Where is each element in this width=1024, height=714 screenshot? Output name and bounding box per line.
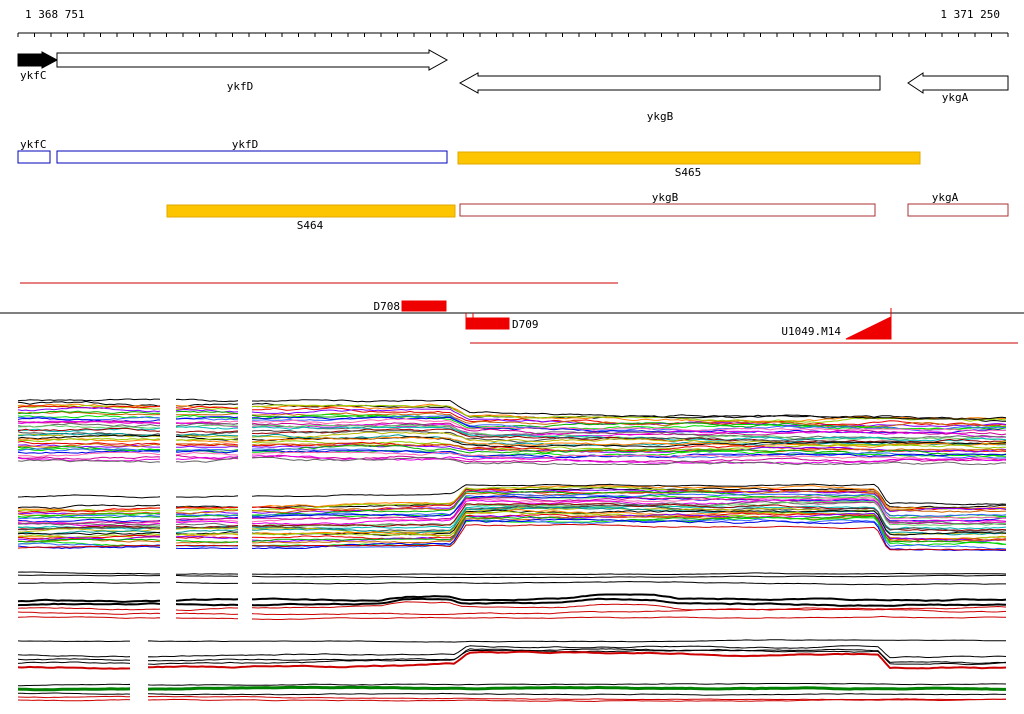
trace-line bbox=[17, 519, 1007, 551]
S465-bar bbox=[457, 151, 921, 165]
trace-line bbox=[17, 615, 1006, 620]
data-gap bbox=[160, 478, 176, 553]
trace-line bbox=[17, 571, 1007, 575]
trace-line bbox=[17, 420, 1006, 438]
ykgB-box bbox=[459, 203, 876, 217]
trace-line bbox=[18, 504, 1007, 533]
trace-line bbox=[17, 597, 1007, 607]
trace-line bbox=[17, 609, 1007, 615]
trace-line bbox=[17, 524, 1006, 551]
trace-line bbox=[17, 639, 1007, 643]
trace-line bbox=[17, 515, 1007, 545]
probe-annotation-track: D708 D709 U1049.M14 bbox=[0, 282, 1024, 344]
trace-line bbox=[17, 489, 1007, 515]
trace-line bbox=[17, 695, 1006, 700]
trace-line bbox=[17, 411, 1007, 428]
trace-line bbox=[17, 398, 1007, 420]
trace-line bbox=[17, 405, 1007, 426]
trace-line bbox=[17, 434, 1007, 448]
trace-line bbox=[17, 581, 1006, 586]
trace-line bbox=[17, 413, 1007, 431]
expression-trace-panels bbox=[17, 397, 1007, 706]
trace-line bbox=[17, 457, 1007, 465]
trace-line bbox=[17, 495, 1007, 523]
trace-line bbox=[17, 512, 1007, 541]
trace-line bbox=[17, 422, 1007, 439]
trace-line bbox=[17, 574, 1007, 578]
trace-line bbox=[17, 511, 1007, 541]
data-gap bbox=[160, 566, 176, 624]
trace-line bbox=[17, 650, 1007, 670]
gene-arrow-ykfD bbox=[56, 49, 449, 71]
panel-2 bbox=[17, 478, 1007, 553]
trace-line bbox=[17, 450, 1007, 459]
panel-4 bbox=[17, 634, 1007, 706]
trace-line bbox=[17, 601, 1007, 611]
gene-label-ykfC: ykfC bbox=[20, 69, 47, 82]
data-gap bbox=[238, 566, 252, 624]
gene-arrow-ykgB bbox=[458, 72, 881, 94]
trace-line bbox=[17, 454, 1007, 463]
panel-3 bbox=[17, 566, 1007, 624]
trace-line bbox=[17, 501, 1007, 527]
data-gap bbox=[130, 634, 148, 706]
probe-D708 bbox=[401, 300, 447, 312]
S464-bar-label: S464 bbox=[297, 219, 324, 232]
trace-line bbox=[17, 443, 1007, 453]
probe-triangle-U1049.M14 bbox=[845, 316, 892, 340]
trace-line bbox=[17, 593, 1007, 603]
trace-line bbox=[17, 455, 1007, 464]
trace-line bbox=[17, 648, 1006, 666]
trace-line bbox=[18, 692, 1006, 696]
feature-track: ykfC ykfD S465 S464 ykgB ykgA bbox=[17, 138, 1009, 232]
ykfD-box-label: ykfD bbox=[232, 138, 259, 151]
ykgA-box-label: ykgA bbox=[932, 191, 959, 204]
gene-arrow-track: ykfC ykfD ykgB ykgA bbox=[17, 49, 1009, 123]
probe-label-D709: D709 bbox=[512, 318, 539, 331]
trace-line bbox=[17, 685, 1006, 692]
trace-line bbox=[17, 506, 1007, 536]
data-gap bbox=[160, 397, 176, 465]
trace-line bbox=[17, 698, 1007, 702]
S464-bar bbox=[166, 204, 456, 218]
ykfC-box bbox=[17, 150, 51, 164]
trace-line bbox=[17, 493, 1007, 520]
ruler-left-label: 1 368 751 bbox=[25, 8, 85, 21]
trace-line bbox=[17, 683, 1007, 687]
trace-line bbox=[18, 513, 1007, 542]
gene-label-ykfD: ykfD bbox=[227, 80, 254, 93]
probe-D709 bbox=[465, 317, 510, 330]
trace-line bbox=[17, 440, 1007, 452]
trace-line bbox=[17, 515, 1007, 544]
trace-line bbox=[17, 503, 1007, 532]
gene-arrow-ykgA bbox=[907, 72, 1009, 94]
trace-line bbox=[18, 498, 1007, 527]
trace-line bbox=[17, 438, 1007, 451]
ykgA-box bbox=[907, 203, 1009, 217]
panel-1 bbox=[17, 397, 1007, 465]
data-gap bbox=[238, 397, 252, 465]
trace-line bbox=[17, 483, 1007, 506]
ruler bbox=[17, 32, 1009, 37]
gene-label-ykgB: ykgB bbox=[647, 110, 674, 123]
trace-line bbox=[17, 645, 1007, 659]
probe-label-D708: D708 bbox=[374, 300, 401, 313]
trace-line bbox=[17, 432, 1007, 446]
ykfD-box bbox=[56, 150, 448, 164]
S465-bar-label: S465 bbox=[675, 166, 702, 179]
ruler-right-label: 1 371 250 bbox=[940, 8, 1000, 21]
ykgB-box-label: ykgB bbox=[652, 191, 679, 204]
gene-label-ykgA: ykgA bbox=[942, 91, 969, 104]
probe-label-U1049.M14: U1049.M14 bbox=[781, 325, 841, 338]
trace-line bbox=[17, 426, 1007, 442]
data-gap bbox=[238, 478, 252, 553]
ykfC-box-label: ykfC bbox=[20, 138, 47, 151]
gene-arrow-ykfC bbox=[17, 51, 59, 69]
